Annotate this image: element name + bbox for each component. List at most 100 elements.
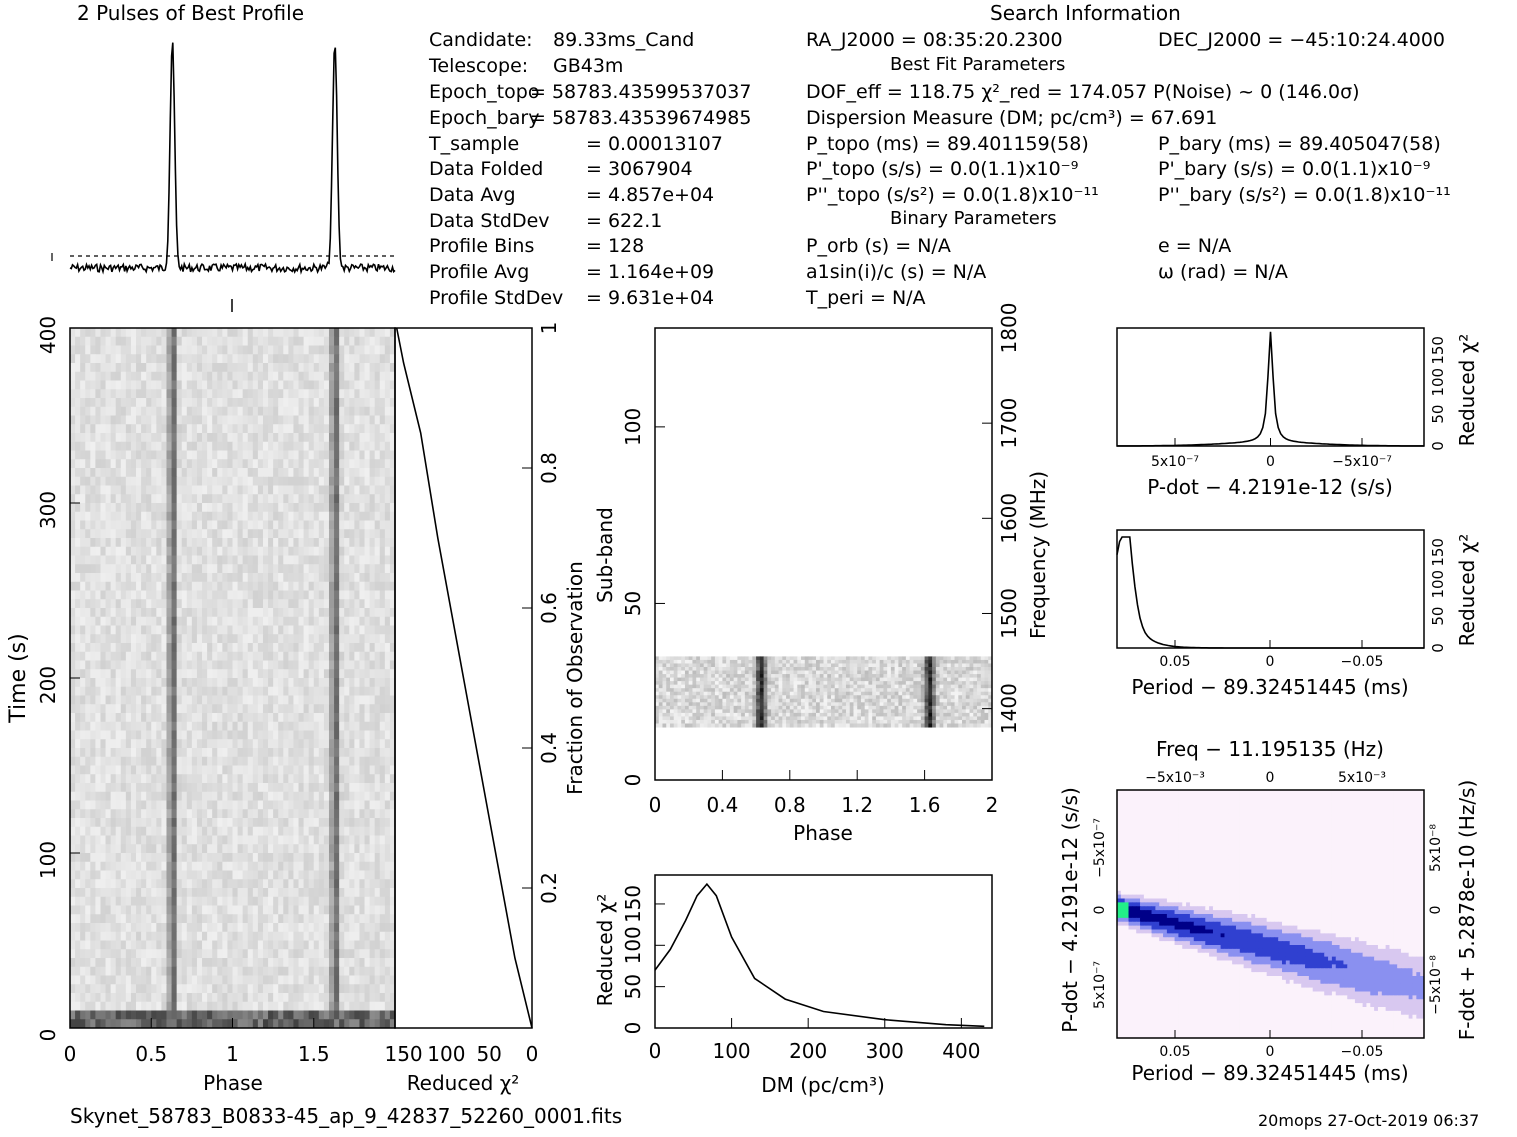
time-phase-cell	[370, 713, 376, 722]
time-phase-cell	[197, 897, 203, 906]
time-phase-cell	[238, 722, 244, 731]
time-phase-cell	[354, 363, 360, 372]
time-phase-cell	[344, 442, 350, 451]
time-phase-cell	[187, 529, 193, 538]
time-phase-cell	[293, 792, 299, 801]
time-phase-cell	[227, 932, 233, 941]
time-phase-cell	[293, 538, 299, 547]
time-phase-cell	[111, 731, 117, 740]
time-phase-cell	[121, 696, 127, 705]
time-phase-cell	[95, 372, 101, 381]
time-phase-cell	[344, 818, 350, 827]
time-phase-cell	[121, 573, 127, 582]
time-phase-cell	[248, 652, 254, 661]
time-phase-cell	[217, 906, 223, 915]
time-phase-cell	[233, 433, 239, 442]
time-phase-cell	[299, 372, 305, 381]
time-phase-cell	[90, 713, 96, 722]
time-phase-cell	[354, 871, 360, 880]
time-phase-cell	[370, 582, 376, 591]
time-phase-cell	[90, 451, 96, 460]
time-phase-cell	[212, 844, 218, 853]
time-phase-cell	[177, 346, 183, 355]
time-phase-cell	[192, 468, 198, 477]
time-phase-cell	[126, 538, 132, 547]
time-phase-cell	[314, 573, 320, 582]
time-phase-cell	[268, 827, 274, 836]
time-phase-cell	[116, 661, 122, 670]
time-phase-cell	[192, 521, 198, 530]
time-phase-cell	[283, 906, 289, 915]
time-phase-cell	[80, 678, 86, 687]
time-phase-cell	[207, 757, 213, 766]
time-phase-cell	[172, 416, 178, 425]
time-phase-cell	[182, 354, 188, 363]
time-phase-cell	[304, 556, 310, 565]
time-phase-cell	[253, 564, 259, 573]
time-phase-cell	[141, 687, 147, 696]
time-phase-cell	[75, 634, 81, 643]
time-phase-cell	[187, 634, 193, 643]
time-phase-cell	[227, 818, 233, 827]
time-phase-cell	[161, 416, 167, 425]
time-phase-cell	[324, 529, 330, 538]
time-phase-cell	[207, 932, 213, 941]
time-phase-cell	[359, 398, 365, 407]
time-phase-cell	[273, 792, 279, 801]
time-phase-cell	[263, 337, 269, 346]
time-phase-cell	[121, 582, 127, 591]
time-phase-cell	[233, 914, 239, 923]
time-phase-cell	[80, 993, 86, 1002]
time-phase-cell	[202, 538, 208, 547]
time-phase-cell	[304, 967, 310, 976]
time-phase-cell	[85, 389, 91, 398]
time-phase-cell	[126, 853, 132, 862]
time-phase-cell	[375, 853, 381, 862]
time-phase-cell	[100, 774, 106, 783]
time-phase-cell	[126, 634, 132, 643]
time-phase-cell	[329, 739, 335, 748]
time-phase-cell	[329, 591, 335, 600]
time-phase-cell	[324, 669, 330, 678]
time-phase-cell	[253, 486, 259, 495]
time-phase-cell	[354, 949, 360, 958]
time-phase-cell	[217, 774, 223, 783]
time-phase-cell	[217, 328, 223, 337]
time-phase-cell	[141, 783, 147, 792]
time-phase-cell	[136, 468, 142, 477]
time-phase-cell	[370, 818, 376, 827]
time-phase-cell	[111, 976, 117, 985]
time-phase-cell	[380, 818, 386, 827]
time-phase-cell	[131, 634, 137, 643]
time-phase-cell	[70, 774, 76, 783]
time-phase-cell	[187, 932, 193, 941]
time-phase-cell	[375, 328, 381, 337]
time-phase-cell	[359, 888, 365, 897]
time-phase-cell	[106, 827, 112, 836]
time-phase-cell	[359, 844, 365, 853]
time-phase-cell	[80, 451, 86, 460]
time-phase-cell	[380, 617, 386, 626]
time-phase-cell	[222, 398, 228, 407]
time-phase-cell	[248, 381, 254, 390]
time-phase-cell	[177, 669, 183, 678]
time-phase-cell	[329, 398, 335, 407]
time-phase-cell	[344, 862, 350, 871]
time-phase-cell	[106, 451, 112, 460]
time-phase-cell	[283, 538, 289, 547]
time-phase-cell	[263, 687, 269, 696]
time-phase-cell	[314, 661, 320, 670]
time-phase-cell	[253, 731, 259, 740]
time-phase-cell	[192, 696, 198, 705]
time-phase-cell	[329, 407, 335, 416]
time-phase-cell	[146, 923, 152, 932]
time-phase-cell	[344, 949, 350, 958]
time-phase-cell	[278, 993, 284, 1002]
time-phase-cell	[314, 398, 320, 407]
time-phase-cell	[314, 932, 320, 941]
time-phase-cell	[238, 984, 244, 993]
time-phase-cell	[258, 451, 264, 460]
time-phase-cell	[217, 416, 223, 425]
time-phase-cell	[309, 801, 315, 810]
time-phase-cell	[141, 617, 147, 626]
